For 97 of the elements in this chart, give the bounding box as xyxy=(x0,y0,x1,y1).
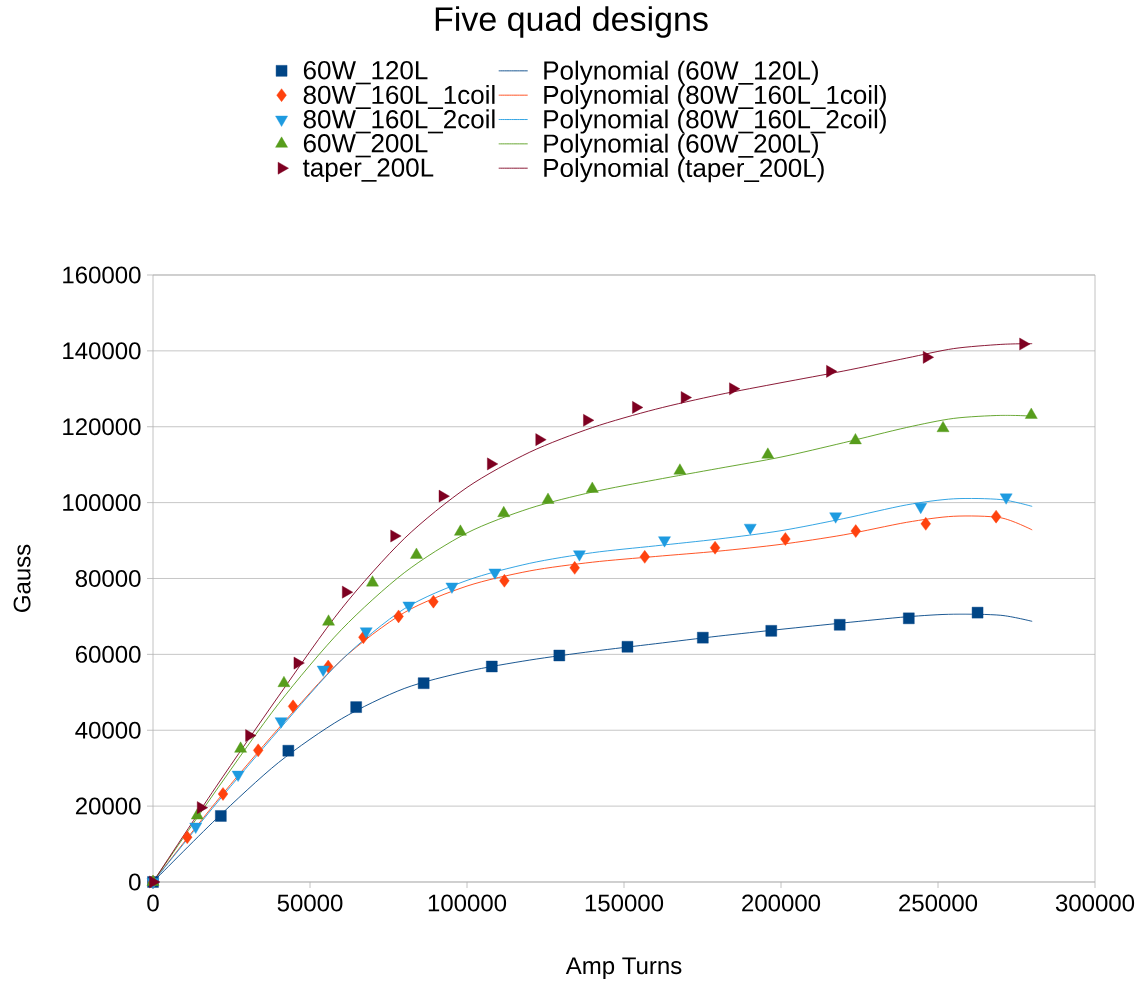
point xyxy=(920,517,931,531)
point xyxy=(282,745,295,757)
point xyxy=(991,509,1002,524)
point xyxy=(914,503,927,514)
point xyxy=(245,729,257,742)
point xyxy=(971,606,984,619)
chart-title: Five quad designs xyxy=(435,6,708,38)
point xyxy=(850,524,861,538)
point xyxy=(1019,337,1031,351)
x-axis-title: Amp Turns xyxy=(565,957,682,979)
point xyxy=(632,401,644,414)
point xyxy=(680,391,692,404)
point xyxy=(454,524,467,536)
point xyxy=(497,506,511,517)
point xyxy=(487,457,499,471)
point xyxy=(621,641,634,653)
point xyxy=(903,612,915,625)
point xyxy=(287,699,299,714)
point xyxy=(231,770,245,782)
x-tick-label: 250000 xyxy=(899,894,978,912)
x-tick-label: 0 xyxy=(147,894,159,912)
point xyxy=(1025,407,1038,419)
point xyxy=(417,677,430,689)
point xyxy=(342,585,353,599)
point xyxy=(445,582,459,594)
point xyxy=(428,594,439,609)
point xyxy=(217,787,229,801)
legend-label: Polynomial (60W_200L) xyxy=(544,133,818,158)
point xyxy=(189,822,202,834)
point xyxy=(316,665,330,677)
point xyxy=(829,512,842,524)
legend-label: Polynomial (80W_160L_1coil) xyxy=(544,85,886,110)
point xyxy=(761,447,775,459)
point xyxy=(535,433,547,446)
y-tick-label: 120000 xyxy=(63,418,141,436)
point xyxy=(729,382,741,396)
y-tick-label: 160000 xyxy=(63,266,141,284)
legend-label: Polynomial (60W_120L) xyxy=(544,60,818,85)
point xyxy=(553,649,566,662)
point xyxy=(583,414,595,427)
point xyxy=(780,532,791,546)
point xyxy=(253,743,264,758)
point xyxy=(639,550,650,564)
point xyxy=(486,660,498,673)
point xyxy=(743,523,757,535)
x-tick-label: 50000 xyxy=(277,894,343,912)
point xyxy=(215,810,227,822)
point xyxy=(359,627,373,639)
point xyxy=(438,489,450,503)
x-tick-label: 150000 xyxy=(585,894,664,912)
point xyxy=(573,550,586,562)
point xyxy=(293,656,305,670)
point xyxy=(197,801,208,814)
legend-label: 60W_120L xyxy=(303,61,428,85)
y-tick-label: 40000 xyxy=(75,721,141,739)
legend-label: taper_200L xyxy=(302,158,434,182)
point xyxy=(569,561,580,575)
point xyxy=(410,547,423,559)
y-axis-title: Gauss xyxy=(13,544,31,612)
point xyxy=(697,631,709,644)
y-tick-label: 100000 xyxy=(63,494,141,512)
x-tick-label: 200000 xyxy=(742,894,821,912)
point xyxy=(182,830,193,844)
y-tick-label: 60000 xyxy=(75,645,141,663)
legend-label: Polynomial (80W_160L_2coil) xyxy=(544,109,886,134)
point xyxy=(658,536,671,548)
point xyxy=(709,541,721,555)
point xyxy=(923,351,934,364)
point xyxy=(541,492,555,504)
legend-label: 80W_160L_2coil xyxy=(303,109,495,134)
point xyxy=(277,676,291,687)
point xyxy=(402,601,416,613)
point xyxy=(999,493,1013,505)
x-tick-label: 300000 xyxy=(1055,894,1135,912)
point xyxy=(849,433,862,445)
point xyxy=(274,717,288,729)
legend-label: 60W_200L xyxy=(303,134,428,158)
legend-label: 80W_160L_1coil xyxy=(303,85,495,110)
legend-label: Polynomial (taper_200L) xyxy=(544,158,824,183)
y-tick-label: 20000 xyxy=(75,797,141,815)
x-tick-label: 100000 xyxy=(428,894,507,912)
y-tick-label: 80000 xyxy=(75,570,141,587)
point xyxy=(390,529,402,543)
point xyxy=(586,481,599,493)
y-tick-label: 0 xyxy=(129,873,141,891)
point xyxy=(765,625,777,637)
point xyxy=(826,365,838,378)
point xyxy=(834,619,846,631)
point xyxy=(499,574,510,588)
point xyxy=(393,609,404,624)
point xyxy=(488,568,502,580)
point xyxy=(366,575,379,587)
point xyxy=(936,421,950,432)
point xyxy=(673,463,687,475)
point xyxy=(322,614,335,626)
y-tick-label: 140000 xyxy=(63,342,141,360)
point xyxy=(350,701,362,713)
